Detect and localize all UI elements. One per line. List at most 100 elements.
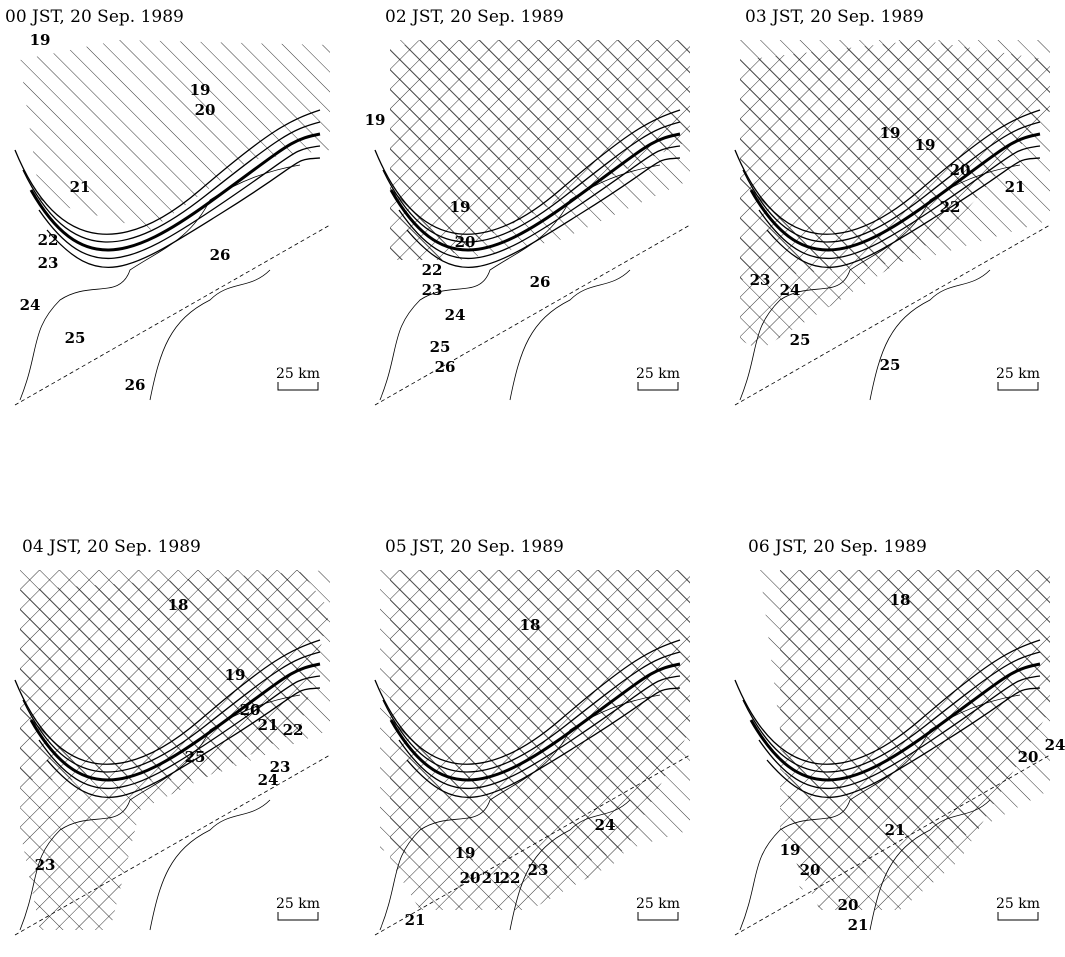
isotherm xyxy=(389,132,681,252)
isotherm xyxy=(758,145,1041,259)
isotherm xyxy=(398,675,681,789)
contour-label: 26 xyxy=(125,376,146,394)
isotherm xyxy=(38,675,321,789)
scale-label: 25 km xyxy=(996,366,1040,382)
contour-label: 23 xyxy=(750,271,771,289)
scale-label: 25 km xyxy=(276,366,320,382)
contour-label: 20 xyxy=(195,101,216,119)
contour-label: 23 xyxy=(422,281,443,299)
contour-label: 25 xyxy=(880,356,901,374)
contour-label: 20 xyxy=(240,701,261,719)
contour-label: 19 xyxy=(30,31,51,49)
contour-label: 20 xyxy=(1018,748,1039,766)
map-panel: 03 JST, 20 Sep. 1989 19 19 20 21 22 23 24 25 25 25… xyxy=(734,7,1051,406)
scale-bar xyxy=(637,912,679,921)
scale-bar xyxy=(997,382,1039,391)
panel-title: 04 JST, 20 Sep. 1989 xyxy=(22,537,201,557)
contour-label: 20 xyxy=(455,233,476,251)
isotherm xyxy=(14,109,321,235)
scale-label: 25 km xyxy=(636,366,680,382)
scale-label: 25 km xyxy=(276,896,320,912)
contour-label: 22 xyxy=(940,198,961,216)
contour-label: 21 xyxy=(70,178,91,196)
contour-label: 24 xyxy=(780,281,801,299)
isotherm xyxy=(742,121,1041,243)
contour-label: 19 xyxy=(190,81,211,99)
contour-label: 19 xyxy=(780,841,801,859)
contour-label: 22 xyxy=(500,869,521,887)
isotherm xyxy=(742,651,1041,773)
isotherm xyxy=(382,121,681,243)
isotherm xyxy=(382,651,681,773)
scale-bar xyxy=(277,912,319,921)
contour-label: 20 xyxy=(838,896,859,914)
isotherm xyxy=(758,675,1041,789)
panel-title: 06 JST, 20 Sep. 1989 xyxy=(748,537,927,557)
contour-label: 20 xyxy=(800,861,821,879)
scale-label: 25 km xyxy=(996,896,1040,912)
baseline-dashed xyxy=(734,224,1051,406)
contour-label: 26 xyxy=(530,273,551,291)
isotherm xyxy=(389,662,681,782)
baseline-dashed xyxy=(14,754,331,936)
crosshatched-region xyxy=(390,570,690,910)
crosshatched-region xyxy=(390,40,690,260)
hatched-region xyxy=(20,40,330,230)
scale-bar xyxy=(277,382,319,391)
contour-label: 19 xyxy=(450,198,471,216)
baseline-dashed xyxy=(734,754,1051,936)
isotherm xyxy=(46,157,321,268)
contour-label: 22 xyxy=(422,261,443,279)
contour-label: 25 xyxy=(185,748,206,766)
contour-label: 26 xyxy=(435,358,456,376)
isotherm xyxy=(374,109,681,235)
contour-label: 22 xyxy=(38,231,59,249)
scale-bar xyxy=(997,912,1039,921)
isotherm xyxy=(749,662,1041,782)
contour-label: 19 xyxy=(915,136,936,154)
scale-bar xyxy=(637,382,679,391)
baseline-dashed xyxy=(374,224,691,406)
contour-label: 25 xyxy=(790,331,811,349)
panel-title: 05 JST, 20 Sep. 1989 xyxy=(385,537,564,557)
contour-label: 26 xyxy=(210,246,231,264)
contour-label: 24 xyxy=(595,816,616,834)
baseline-dashed xyxy=(374,754,691,936)
isotherm xyxy=(29,662,321,782)
contour-label: 19 xyxy=(455,844,476,862)
contour-label: 21 xyxy=(482,869,503,887)
isotherm xyxy=(46,687,321,798)
isotherm xyxy=(22,121,321,243)
contour-label: 25 xyxy=(65,329,86,347)
scale-label: 25 km xyxy=(636,896,680,912)
contour-label: 19 xyxy=(225,666,246,684)
crosshatched-region xyxy=(780,570,1050,910)
isotherm xyxy=(406,687,681,798)
panel-title: 00 JST, 20 Sep. 1989 xyxy=(5,7,184,27)
contour-label: 21 xyxy=(885,821,906,839)
contour-label: 21 xyxy=(405,911,426,929)
contour-label: 24 xyxy=(445,306,466,324)
contour-label: 22 xyxy=(283,721,304,739)
isotherm xyxy=(406,157,681,268)
contour-label: 25 xyxy=(430,338,451,356)
contour-label: 21 xyxy=(1005,178,1026,196)
contour-label: 23 xyxy=(270,758,291,776)
contour-label: 18 xyxy=(520,616,541,634)
contour-label: 24 xyxy=(20,296,41,314)
contour-label: 24 xyxy=(258,771,279,789)
isotherm xyxy=(29,132,321,252)
isotherm xyxy=(14,639,321,765)
isotherm xyxy=(749,132,1041,252)
isotherm xyxy=(374,639,681,765)
contour-label: 20 xyxy=(950,161,971,179)
isotherm xyxy=(38,145,321,259)
contour-label: 20 xyxy=(460,869,481,887)
contour-label: 18 xyxy=(168,596,189,614)
isotherm xyxy=(734,109,1041,235)
